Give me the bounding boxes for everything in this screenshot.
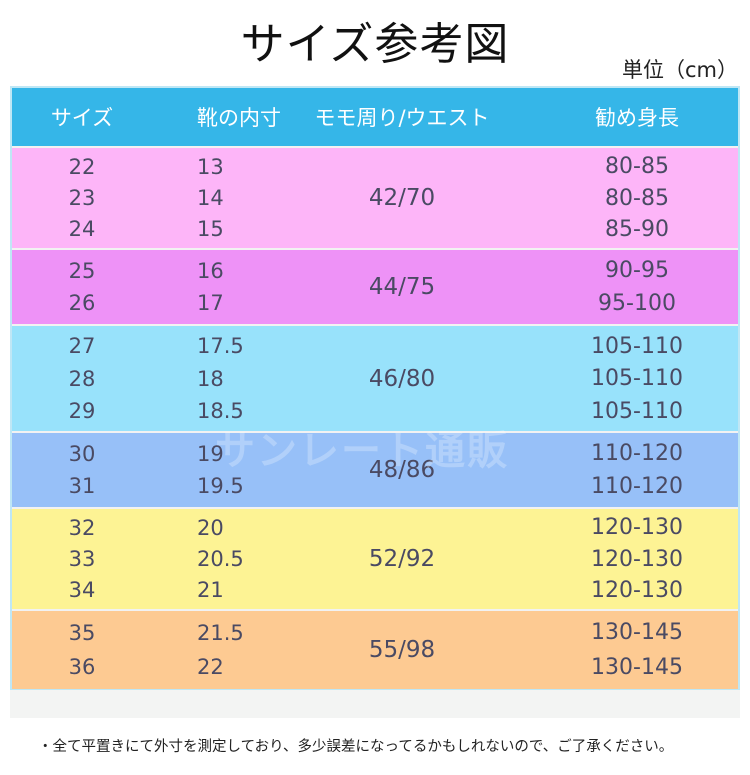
table-body: 22 23 24 13 14 15 42/70 80-85 80-85 85-90 25 26 16 17…	[12, 146, 738, 689]
size-cell: 27	[68, 334, 96, 359]
size-column: 25 26	[12, 250, 152, 324]
insole-cell: 17.5	[197, 334, 244, 359]
thigh-waist-cell: 55/98	[368, 637, 436, 663]
height-cell: 105-110	[591, 333, 683, 359]
insole-cell: 20.5	[197, 547, 244, 571]
insole-cell: 15	[197, 217, 224, 241]
height-cell: 120-130	[591, 515, 683, 541]
size-group: 22 23 24 13 14 15 42/70 80-85 80-85 85-90	[12, 146, 738, 248]
size-cell: 35	[68, 621, 96, 645]
height-cell: 130-145	[591, 654, 683, 680]
size-column: 22 23 24	[12, 148, 152, 248]
header-insole: 靴の内寸	[197, 106, 281, 130]
insole-cell: 17	[197, 291, 224, 316]
insole-column: 19 19.5	[197, 433, 317, 507]
height-cell: 90-95	[605, 258, 669, 283]
size-cell: 22	[68, 155, 96, 179]
grey-band	[10, 690, 740, 718]
height-cell: 110-120	[591, 474, 683, 499]
height-column: 105-110 105-110 105-110	[542, 326, 732, 431]
thigh-waist-cell: 52/92	[368, 546, 436, 572]
height-cell: 105-110	[591, 398, 683, 424]
height-cell: 85-90	[605, 216, 669, 242]
header-size: サイズ	[50, 106, 114, 130]
height-cell: 130-145	[591, 620, 683, 646]
height-cell: 80-85	[605, 154, 669, 180]
header-height: 勧め身長	[595, 106, 679, 130]
size-cell: 36	[68, 655, 96, 679]
size-group: 27 28 29 17.5 18 18.5 46/80 105-110 105-110 105-1…	[12, 324, 738, 431]
insole-cell: 21	[197, 578, 224, 602]
thigh-waist-cell: 42/70	[368, 185, 436, 211]
height-column: 120-130 120-130 120-130	[542, 509, 732, 609]
insole-cell: 20	[197, 516, 224, 540]
height-cell: 95-100	[598, 291, 676, 316]
thigh-waist-cell: 44/75	[368, 274, 436, 300]
height-cell: 120-130	[591, 546, 683, 572]
insole-column: 20 20.5 21	[197, 509, 317, 609]
size-cell: 23	[68, 186, 96, 210]
thigh-waist-column: 55/98	[302, 611, 502, 689]
size-column: 30 31	[12, 433, 152, 507]
size-group: 32 33 34 20 20.5 21 52/92 120-130 120-130 120-130	[12, 507, 738, 609]
height-column: 130-145 130-145	[542, 611, 732, 689]
page-title: サイズ参考図	[240, 19, 510, 70]
insole-cell: 14	[197, 186, 224, 210]
unit-label: 単位（cm）	[621, 58, 738, 82]
height-cell: 110-120	[591, 441, 683, 466]
thigh-waist-column: 48/86	[302, 433, 502, 507]
height-column: 90-95 95-100	[542, 250, 732, 324]
height-cell: 120-130	[591, 577, 683, 603]
size-column: 32 33 34	[12, 509, 152, 609]
size-cell: 34	[68, 578, 96, 602]
size-cell: 33	[68, 547, 96, 571]
size-cell: 24	[68, 217, 96, 241]
watermark: サンレート通販	[215, 428, 509, 474]
insole-cell: 19.5	[197, 474, 244, 499]
thigh-waist-column: 46/80	[302, 326, 502, 431]
height-cell: 105-110	[591, 366, 683, 391]
height-column: 80-85 80-85 85-90	[542, 148, 732, 248]
size-column: 27 28 29	[12, 326, 152, 431]
size-table: サイズ 靴の内寸 モモ周り/ウエスト 勧め身長 22 23 24 13 14 15 42/7…	[10, 86, 740, 691]
size-cell: 31	[68, 474, 96, 499]
thigh-waist-cell: 48/86	[368, 457, 436, 483]
thigh-waist-column: 42/70	[302, 148, 502, 248]
insole-cell: 18.5	[197, 398, 244, 423]
height-cell: 80-85	[605, 185, 669, 211]
size-cell: 28	[68, 366, 96, 391]
insole-cell: 16	[197, 258, 224, 283]
size-cell: 32	[68, 516, 96, 540]
size-group: 35 36 21.5 22 55/98 130-145 130-145	[12, 609, 738, 689]
insole-cell: 19	[197, 441, 224, 466]
insole-column: 16 17	[197, 250, 317, 324]
thigh-waist-cell: 46/80	[368, 365, 436, 392]
height-column: 110-120 110-120	[542, 433, 732, 507]
size-group: 30 31 19 19.5 48/86 110-120 110-120	[12, 431, 738, 507]
insole-column: 13 14 15	[197, 148, 317, 248]
size-cell: 26	[68, 291, 96, 316]
size-cell: 29	[68, 398, 96, 423]
size-cell: 25	[68, 258, 96, 283]
insole-cell: 22	[197, 655, 224, 679]
insole-cell: 13	[197, 155, 224, 179]
header-thigh-waist: モモ周り/ウエスト	[314, 106, 490, 130]
insole-cell: 21.5	[197, 621, 244, 645]
size-column: 35 36	[12, 611, 152, 689]
thigh-waist-column: 52/92	[302, 509, 502, 609]
insole-column: 17.5 18 18.5	[197, 326, 317, 431]
footnote: ・全て平置きにて外寸を測定しており、多少誤差になってるかもしれないので、ご了承く…	[38, 739, 674, 755]
size-group: 25 26 16 17 44/75 90-95 95-100	[12, 248, 738, 324]
insole-column: 21.5 22	[197, 611, 317, 689]
size-cell: 30	[68, 441, 96, 466]
thigh-waist-column: 44/75	[302, 250, 502, 324]
insole-cell: 18	[197, 366, 224, 391]
table-header: サイズ 靴の内寸 モモ周り/ウエスト 勧め身長	[12, 88, 738, 146]
